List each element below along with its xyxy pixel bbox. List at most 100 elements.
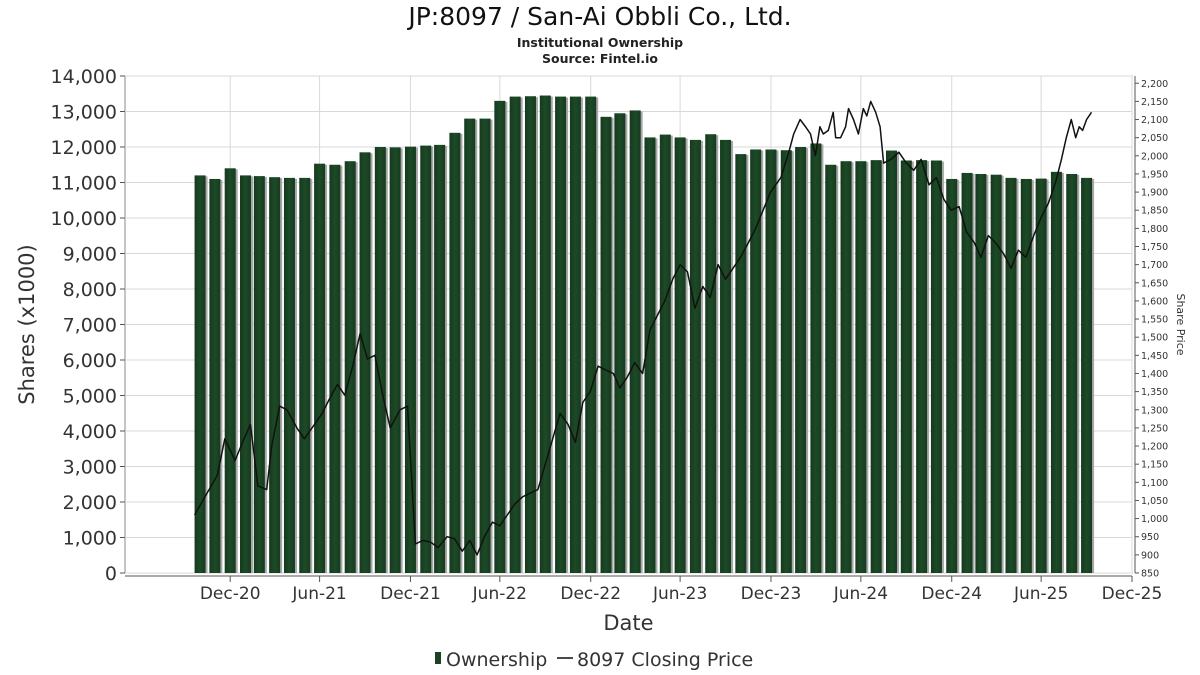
price-line <box>193 100 1093 556</box>
x-tick-label: Jun-23 <box>652 584 707 604</box>
y2-tick-label: 900 <box>1141 550 1159 561</box>
ownership-bar <box>314 163 326 573</box>
y2-tick-label: 1,850 <box>1141 206 1168 217</box>
y-tick-label: 1,000 <box>63 528 117 550</box>
y2-tick-label: 1,950 <box>1141 169 1168 180</box>
y2-tick-label: 2,000 <box>1141 151 1168 162</box>
y2-tick-label: 2,100 <box>1141 115 1168 126</box>
y2-tick-label: 1,300 <box>1141 405 1168 416</box>
ownership-bar <box>1066 173 1078 574</box>
y-tick-label: 13,000 <box>51 102 117 124</box>
axes: 0 1,000 2,000 3,000 4,000 5,000 6,000 7,000 8,00… <box>15 66 1187 635</box>
y-tick-label: 0 <box>105 563 117 585</box>
ownership-bar <box>524 96 536 574</box>
y2-tick-label: 1,100 <box>1141 478 1168 489</box>
ownership-bar <box>555 96 567 573</box>
chart-subtitle: Institutional Ownership <box>516 35 684 50</box>
y2-tick-label: 1,500 <box>1141 333 1168 344</box>
x-tick-label: Dec-22 <box>560 584 621 604</box>
ownership-bar <box>359 152 371 573</box>
y2-axis-title: Share Price <box>1174 293 1187 355</box>
ownership-bar <box>900 160 912 574</box>
ownership-bar <box>299 177 311 573</box>
ownership-bar <box>404 146 416 573</box>
ownership-bar <box>855 161 867 573</box>
ownership-bar <box>253 176 265 574</box>
ownership-bar <box>780 150 792 573</box>
ownership-bar <box>840 161 852 573</box>
ownership-bar <box>374 147 386 573</box>
y-tick-label: 5,000 <box>63 386 117 408</box>
ownership-bar <box>283 177 295 573</box>
ownership-bar <box>1081 177 1093 573</box>
y2-tick-label: 2,050 <box>1141 133 1168 144</box>
y-tick-label: 9,000 <box>63 244 117 266</box>
legend-label-price: 8097 Closing Price <box>577 649 753 671</box>
legend-swatch-ownership <box>435 652 441 664</box>
y2-tick-label: 1,350 <box>1141 387 1168 398</box>
ownership-bar <box>885 150 897 574</box>
y-tick-label: 14,000 <box>51 66 117 88</box>
y-tick-label: 10,000 <box>51 208 117 230</box>
y-tick-label: 8,000 <box>63 279 117 301</box>
y-tick-label: 11,000 <box>51 173 117 195</box>
y-tick-label: 6,000 <box>63 350 117 372</box>
ownership-bar <box>946 178 958 573</box>
ownership-bar <box>659 134 671 573</box>
x-tick-label: Jun-25 <box>1013 584 1068 604</box>
ownership-bars <box>194 95 1095 574</box>
ownership-bar <box>1050 171 1062 573</box>
ownership-bar <box>194 175 206 573</box>
x-tick-label: Dec-23 <box>741 584 802 604</box>
chart-source: Source: Fintel.io <box>542 51 658 66</box>
ownership-bar <box>720 139 732 573</box>
y2-tick-label: 1,900 <box>1141 188 1168 199</box>
ownership-bar <box>870 160 882 573</box>
x-tick-label: Dec-20 <box>200 584 261 604</box>
ownership-bar <box>389 147 401 574</box>
ownership-bar <box>1020 178 1032 573</box>
x-tick-label: Jun-24 <box>833 584 888 604</box>
ownership-bar <box>765 149 777 574</box>
ownership-bar <box>420 145 432 573</box>
ownership-bar <box>825 164 837 573</box>
y2-tick-label: 950 <box>1141 532 1159 543</box>
y2-tick-label: 1,250 <box>1141 423 1168 434</box>
y2-tick-label: 1,700 <box>1141 260 1168 271</box>
ownership-bar <box>750 149 762 574</box>
ownership-bar <box>614 113 626 574</box>
y2-tick-label: 2,200 <box>1141 79 1168 90</box>
y-tick-label: 12,000 <box>51 137 117 159</box>
x-tick-label: Jun-22 <box>472 584 527 604</box>
ownership-bar <box>269 177 281 574</box>
ownership-bar <box>224 168 236 574</box>
ownership-bar <box>464 118 476 573</box>
legend-label-ownership: Ownership <box>446 649 547 671</box>
ownership-bar <box>600 116 612 573</box>
y2-tick-label: 1,800 <box>1141 224 1168 235</box>
ownership-bar <box>329 164 341 573</box>
y2-tick-label: 1,650 <box>1141 278 1168 289</box>
y2-tick-label: 1,050 <box>1141 496 1168 507</box>
ownership-bar <box>644 137 656 574</box>
ownership-bar <box>810 143 822 573</box>
y-axis-title: Shares (x1000) <box>15 244 39 404</box>
ownership-bar <box>930 160 942 574</box>
y-tick-label: 7,000 <box>63 315 117 337</box>
ownership-bar <box>689 139 701 573</box>
ownership-bar <box>990 174 1002 573</box>
ownership-bar <box>629 110 641 573</box>
y2-tick-label: 1,150 <box>1141 460 1168 471</box>
ownership-bar <box>434 144 446 573</box>
ownership-bar <box>479 118 491 573</box>
ownership-bar <box>449 132 461 574</box>
ownership-bar <box>209 178 221 573</box>
x-tick-label: Jun-21 <box>291 584 346 604</box>
y2-tick-label: 2,150 <box>1141 97 1168 108</box>
ownership-bar <box>674 137 686 574</box>
price-line-layer <box>193 100 1093 556</box>
ownership-bar <box>795 147 807 573</box>
ownership-bar <box>539 95 551 574</box>
y-tick-label: 4,000 <box>63 421 117 443</box>
